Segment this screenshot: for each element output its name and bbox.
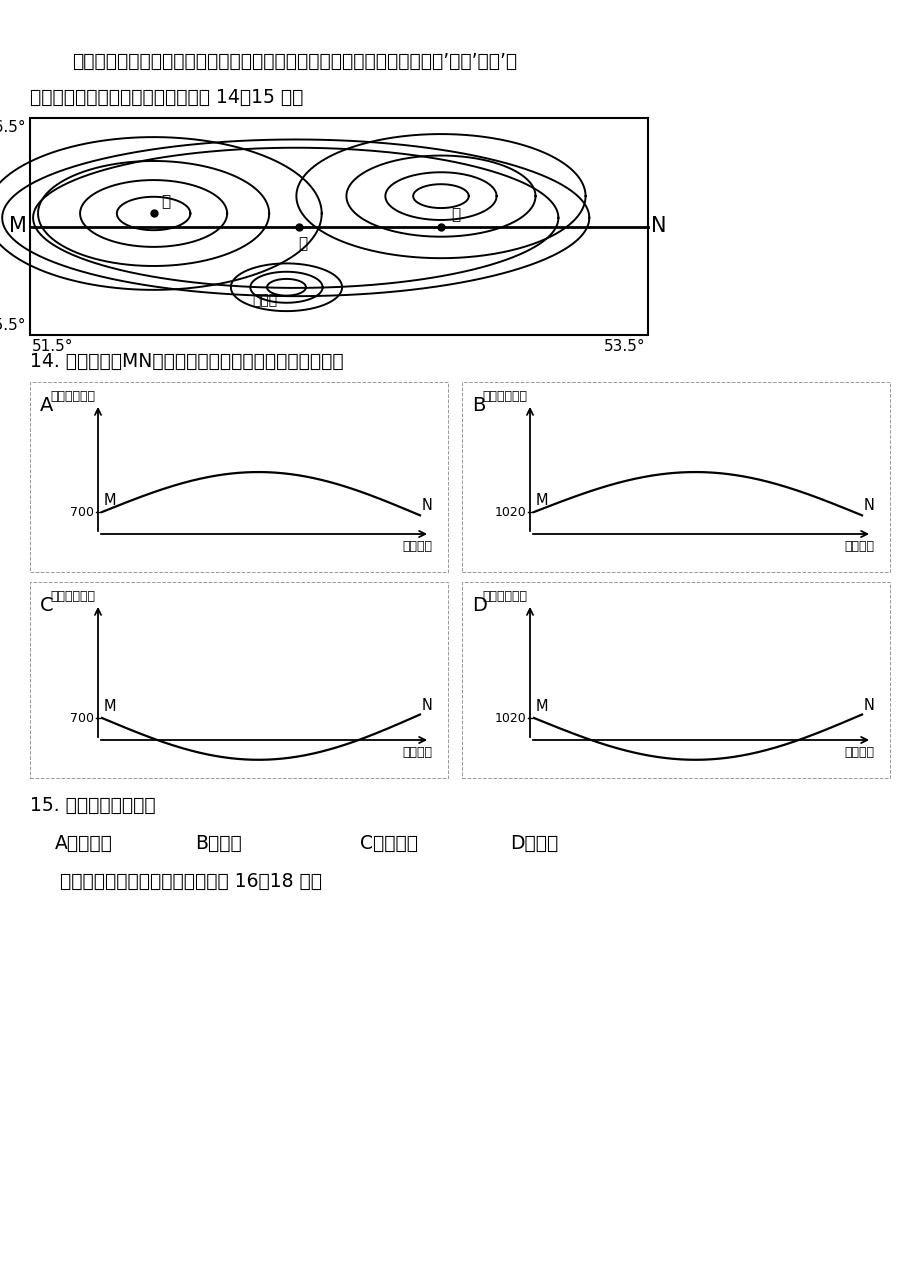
Text: 14. 最能反映沿MN线对应剑面的近地面气压分布状况的是: 14. 最能反映沿MN线对应剑面的近地面气压分布状况的是 xyxy=(30,352,344,371)
Text: M: M xyxy=(536,699,548,713)
Text: 甲: 甲 xyxy=(162,195,171,209)
Text: D: D xyxy=(471,596,486,615)
Text: 700: 700 xyxy=(70,506,94,519)
Text: B: B xyxy=(471,396,485,415)
Text: 700: 700 xyxy=(70,711,94,725)
Text: N: N xyxy=(422,498,433,513)
Text: 水平距高: 水平距高 xyxy=(843,540,873,553)
Text: 读我国某冻土层变化示意图，完成 16～18 题。: 读我国某冻土层变化示意图，完成 16～18 题。 xyxy=(60,871,322,891)
Text: C: C xyxy=(40,596,53,615)
Text: A．东南风: A．东南风 xyxy=(55,834,113,854)
Text: M: M xyxy=(104,699,117,713)
Text: 读某地高空同一等压面上等高线变化图。甲、乙、丙三地对应的近地面为甲’、乙’、丙’，: 读某地高空同一等压面上等高线变化图。甲、乙、丙三地对应的近地面为甲’、乙’、丙’… xyxy=(72,52,516,71)
Bar xyxy=(461,582,889,778)
Bar xyxy=(30,582,448,778)
Text: 气压（百帕）: 气压（百帕） xyxy=(50,390,95,403)
Text: 乙: 乙 xyxy=(298,237,307,251)
Text: 气压（百帕）: 气压（百帕） xyxy=(50,590,95,603)
Text: 由甲到丙海拔逐渐降低。据图，完成 14～15 题。: 由甲到丙海拔逐渐降低。据图，完成 14～15 题。 xyxy=(30,88,303,107)
Text: N: N xyxy=(422,698,433,712)
Text: B．南风: B．南风 xyxy=(195,834,242,854)
Text: 水平距高: 水平距高 xyxy=(843,747,873,759)
Bar xyxy=(30,118,647,335)
Text: N: N xyxy=(863,498,874,513)
Text: D．北风: D．北风 xyxy=(509,834,558,854)
Text: 丙: 丙 xyxy=(450,208,460,223)
Bar xyxy=(30,382,448,572)
Text: 46.5°: 46.5° xyxy=(0,120,26,135)
Text: M: M xyxy=(9,217,27,237)
Text: M: M xyxy=(104,493,117,508)
Text: M: M xyxy=(536,493,548,508)
Text: 53.5°: 53.5° xyxy=(604,339,645,354)
Text: 等高线: 等高线 xyxy=(252,293,278,307)
Text: 1020: 1020 xyxy=(494,711,526,725)
Text: N: N xyxy=(863,698,874,712)
Text: 51.5°: 51.5° xyxy=(32,339,74,354)
Text: 1020: 1020 xyxy=(494,506,526,519)
Text: 气压（百帕）: 气压（百帕） xyxy=(482,390,527,403)
Text: A: A xyxy=(40,396,53,415)
Text: 水平距高: 水平距高 xyxy=(402,540,432,553)
Text: 水平距高: 水平距高 xyxy=(402,747,432,759)
Text: 45.5°: 45.5° xyxy=(0,318,26,333)
Text: N: N xyxy=(651,217,665,237)
Text: 15. 此时乙点的风向为: 15. 此时乙点的风向为 xyxy=(30,796,155,815)
Text: C．西北风: C．西北风 xyxy=(359,834,417,854)
Bar xyxy=(461,382,889,572)
Text: 气压（百帕）: 气压（百帕） xyxy=(482,590,527,603)
